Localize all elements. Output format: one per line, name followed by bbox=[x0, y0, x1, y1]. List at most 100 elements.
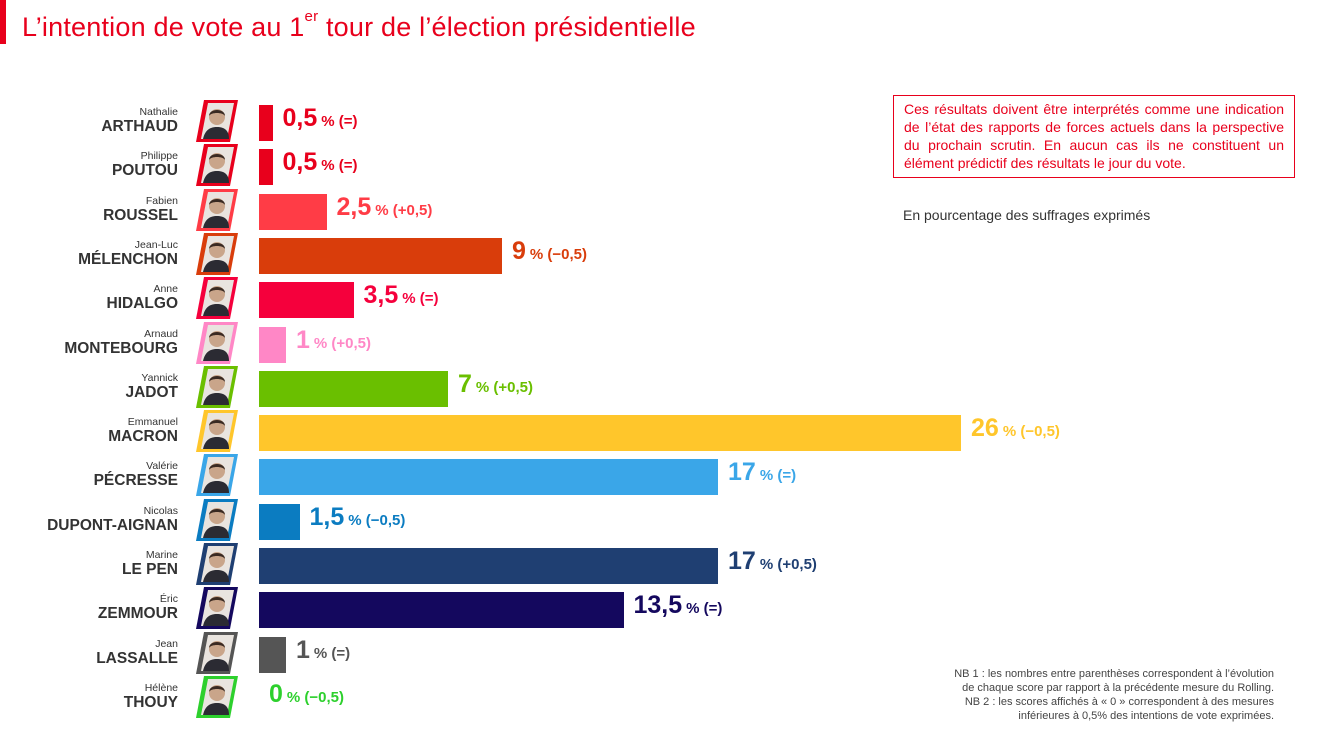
candidate-portrait-icon bbox=[196, 277, 238, 320]
bar bbox=[259, 636, 286, 673]
value-label: 1% (+0,5) bbox=[296, 326, 371, 355]
candidate-first-name: Marine bbox=[145, 549, 178, 561]
value-change: % (−0,5) bbox=[286, 688, 345, 706]
candidate-first-name: Valérie bbox=[146, 460, 178, 473]
candidate-portrait-icon bbox=[196, 100, 238, 142]
footnote-nb1-line2: de chaque score par rapport à la précéde… bbox=[962, 682, 1274, 694]
value-number: 3,5 bbox=[363, 281, 399, 310]
value-change: % (=) bbox=[402, 290, 439, 308]
value-label: 7% (+0,5) bbox=[458, 370, 533, 399]
candidate-last-name: JADOT bbox=[125, 383, 178, 401]
value-number: 13,5 bbox=[633, 591, 683, 620]
value-label: 13,5% (=) bbox=[634, 591, 723, 620]
value-label: 1% (=) bbox=[296, 636, 350, 665]
bar bbox=[259, 503, 300, 540]
candidate-first-name: Fabien bbox=[145, 194, 178, 207]
candidate-portrait-icon bbox=[196, 675, 238, 718]
value-change: % (=) bbox=[313, 644, 351, 662]
candidate-portrait-icon bbox=[196, 410, 238, 453]
candidate-first-name: Yannick bbox=[141, 371, 178, 384]
value-label: 2,5% (+0,5) bbox=[337, 193, 433, 222]
footnote-nb2: NB 2 : les scores affichés à « 0 » corre… bbox=[965, 695, 1274, 723]
candidate-first-name: Nathalie bbox=[139, 106, 178, 118]
value-number: 9 bbox=[512, 236, 526, 265]
candidate-row: Jean LASSALLE 1% (=) bbox=[0, 631, 1100, 674]
value-change: % (=) bbox=[759, 467, 797, 485]
value-label: 17% (+0,5) bbox=[728, 547, 817, 576]
value-number: 0 bbox=[269, 679, 283, 708]
candidate-portrait-icon bbox=[196, 232, 238, 275]
candidate-portrait-icon bbox=[196, 587, 238, 630]
candidate-portrait-icon bbox=[196, 144, 238, 187]
bar bbox=[259, 548, 718, 584]
footnote-nb1-line1: NB 1 : les nombres entre parenthèses cor… bbox=[954, 668, 1274, 680]
candidate-row: Emmanuel MACRON 26% (−0,5) bbox=[0, 410, 1100, 453]
candidate-row: Philippe POUTOU 0,5% (=) bbox=[0, 144, 1100, 187]
candidate-last-name: DUPONT-AIGNAN bbox=[47, 516, 178, 534]
bar bbox=[259, 237, 502, 274]
value-label: 26% (−0,5) bbox=[971, 414, 1060, 443]
candidate-first-name: Arnaud bbox=[144, 327, 178, 340]
candidate-row: Anne HIDALGO 3,5% (=) bbox=[0, 277, 1100, 320]
value-number: 0,5 bbox=[282, 148, 318, 177]
value-label: 17% (=) bbox=[728, 458, 796, 487]
candidate-first-name: Hélène bbox=[144, 681, 178, 694]
candidate-portrait-icon bbox=[196, 365, 238, 408]
candidate-row: Hélène THOUY 0% (−0,5) bbox=[0, 675, 1100, 718]
candidate-first-name: Anne bbox=[153, 283, 178, 296]
candidate-last-name: LE PEN bbox=[122, 561, 178, 578]
candidate-row: Nathalie ARTHAUD 0,5% (=) bbox=[0, 100, 1100, 142]
value-change: % (=) bbox=[321, 113, 358, 130]
value-label: 0,5% (=) bbox=[283, 148, 358, 177]
candidate-last-name: POUTOU bbox=[111, 162, 178, 180]
value-number: 7 bbox=[458, 369, 472, 398]
candidate-last-name: MONTEBOURG bbox=[64, 339, 178, 357]
candidate-portrait-icon bbox=[196, 454, 238, 497]
value-change: % (=) bbox=[686, 600, 723, 618]
bar bbox=[259, 415, 961, 452]
value-label: 3,5% (=) bbox=[364, 281, 439, 310]
candidate-first-name: Jean bbox=[155, 637, 178, 650]
page-title: L’intention de vote au 1er tour de l’éle… bbox=[22, 8, 696, 42]
bar bbox=[259, 370, 448, 407]
value-change: % (−0,5) bbox=[348, 511, 406, 529]
value-label: 0% (−0,5) bbox=[269, 680, 344, 709]
candidate-portrait-icon bbox=[196, 631, 238, 674]
candidate-last-name: ROUSSEL bbox=[103, 206, 178, 224]
value-number: 1,5 bbox=[309, 502, 345, 531]
candidate-portrait-icon bbox=[196, 188, 238, 231]
value-change: % (+0,5) bbox=[313, 334, 372, 352]
candidate-row: Nicolas DUPONT-AIGNAN 1,5% (−0,5) bbox=[0, 498, 1100, 541]
candidate-portrait-icon bbox=[196, 498, 238, 541]
bar bbox=[259, 105, 273, 141]
bar bbox=[259, 459, 718, 496]
value-change: % (+0,5) bbox=[375, 201, 433, 219]
bar bbox=[259, 149, 273, 186]
value-change: % (−0,5) bbox=[1002, 423, 1060, 441]
brand-accent-bar bbox=[0, 0, 6, 44]
value-number: 1 bbox=[296, 325, 310, 354]
value-number: 26 bbox=[971, 414, 999, 443]
value-number: 1 bbox=[296, 635, 310, 664]
value-number: 17 bbox=[728, 458, 756, 487]
candidate-row: Éric ZEMMOUR 13,5% (=) bbox=[0, 587, 1100, 630]
bar bbox=[259, 282, 354, 319]
value-change: % (=) bbox=[321, 157, 358, 175]
candidate-row: Fabien ROUSSEL 2,5% (+0,5) bbox=[0, 188, 1100, 231]
candidate-first-name: Emmanuel bbox=[127, 416, 178, 429]
disclaimer-text: Ces résultats doivent être interprétés c… bbox=[904, 101, 1284, 171]
candidate-last-name: PÉCRESSE bbox=[93, 472, 178, 490]
candidate-first-name: Nicolas bbox=[143, 504, 178, 517]
disclaimer-box: Ces résultats doivent être interprétés c… bbox=[893, 95, 1295, 178]
value-number: 2,5 bbox=[336, 192, 372, 221]
candidate-row: Marine LE PEN 17% (+0,5) bbox=[0, 543, 1100, 585]
bar bbox=[259, 193, 327, 230]
bar bbox=[259, 326, 286, 363]
value-label: 9% (−0,5) bbox=[512, 237, 587, 266]
value-change: % (−0,5) bbox=[529, 245, 588, 263]
candidate-row: Yannick JADOT 7% (+0,5) bbox=[0, 365, 1100, 408]
value-change: % (+0,5) bbox=[475, 378, 534, 396]
candidate-last-name: MÉLENCHON bbox=[78, 250, 178, 268]
value-number: 17 bbox=[728, 547, 756, 575]
unit-note: En pourcentage des suffrages exprimés bbox=[903, 207, 1151, 223]
